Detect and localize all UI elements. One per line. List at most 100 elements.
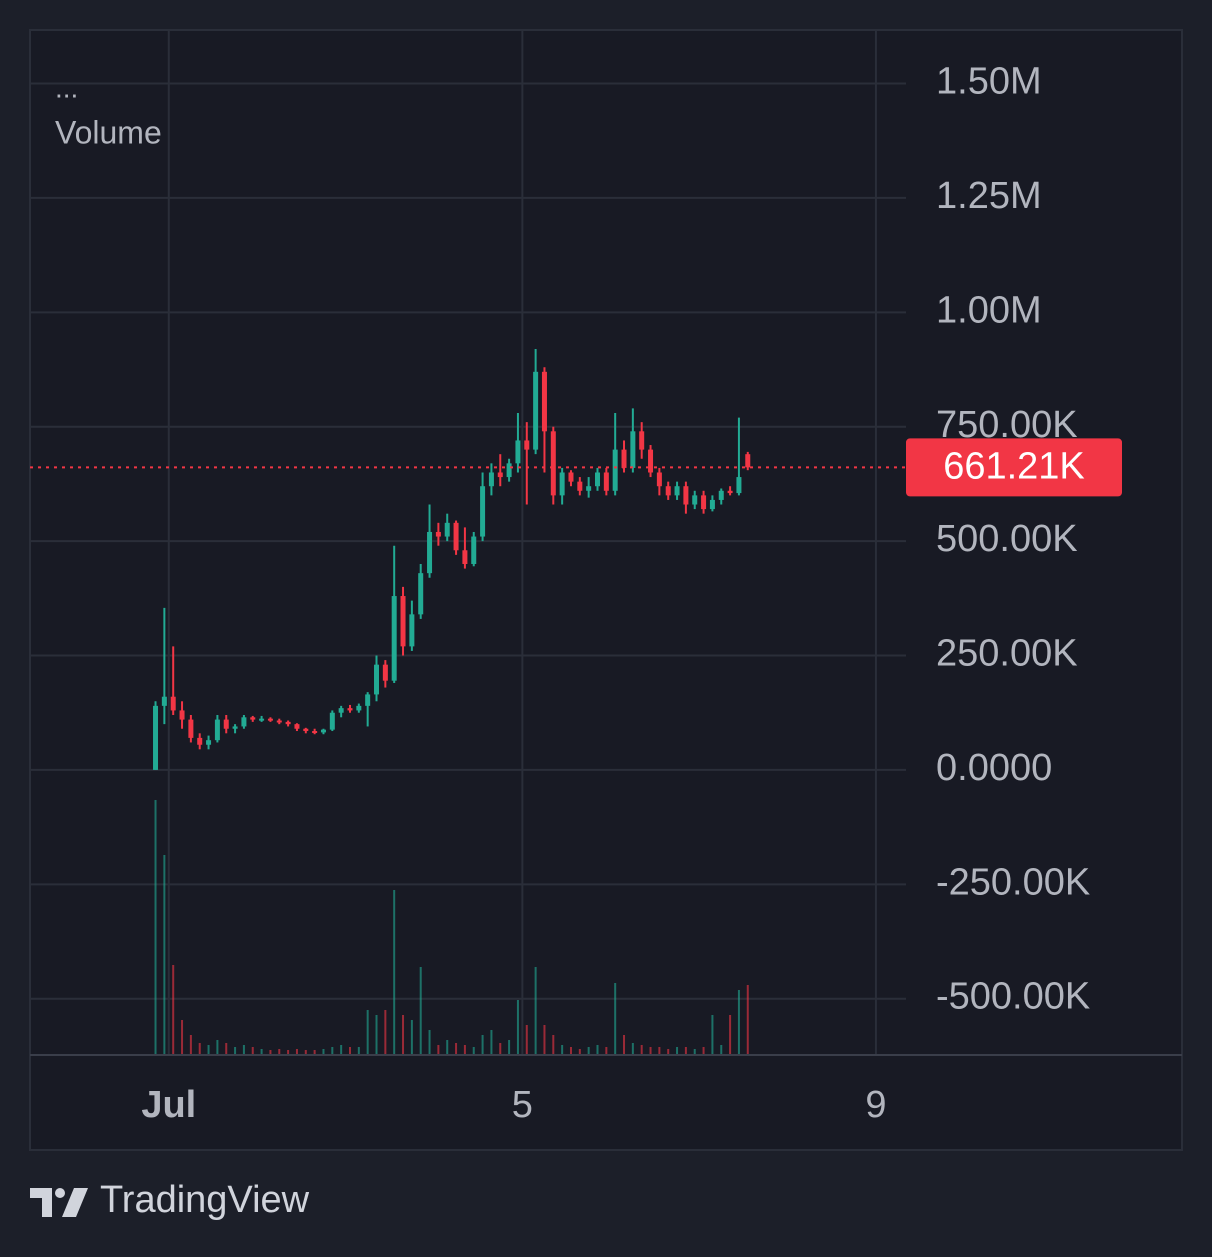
volume-bar: [676, 1047, 679, 1055]
x-tick-label: 5: [512, 1084, 533, 1126]
overlay: 1.50M1.25M1.00M750.00K500.00K250.00K0.00…: [30, 61, 1122, 1126]
candle-body: [161, 696, 167, 706]
volume-bar: [393, 890, 396, 1055]
volume-bar: [596, 1045, 599, 1055]
candle-body: [462, 550, 468, 565]
candle-body: [709, 499, 715, 510]
volume-bar: [702, 1047, 705, 1055]
volume-bar: [348, 1047, 351, 1055]
candle-body: [639, 431, 645, 450]
candle-body: [223, 719, 229, 729]
volume-bar: [295, 1049, 298, 1055]
candle-body: [267, 718, 273, 721]
volume-bar: [711, 1015, 714, 1055]
volume-bar: [198, 1043, 201, 1055]
volume-bar: [463, 1045, 466, 1055]
volume-bar: [234, 1047, 237, 1055]
y-tick-label: 0.0000: [936, 747, 1052, 789]
candle-body: [594, 472, 600, 487]
candle-body: [648, 449, 654, 473]
y-tick-label: 1.00M: [936, 289, 1042, 331]
candle-body: [435, 531, 441, 537]
brand-logo[interactable]: [30, 1188, 88, 1217]
candle-body: [294, 724, 300, 729]
candle-body: [285, 721, 291, 725]
volume-bar: [340, 1045, 343, 1055]
volume-bar: [278, 1049, 281, 1055]
volume-bar: [508, 1040, 511, 1055]
candle-body: [665, 486, 671, 496]
volume-bar: [384, 1010, 387, 1055]
volume-bar: [446, 1040, 449, 1055]
candle-body: [683, 486, 689, 505]
volume-bar: [366, 1010, 369, 1055]
volume-bar: [578, 1049, 581, 1055]
candle-body: [179, 710, 185, 720]
candle-body: [524, 440, 530, 450]
candle-body: [727, 490, 733, 494]
candle-body: [400, 596, 406, 647]
candle-body: [488, 472, 494, 487]
volume-bar: [269, 1050, 272, 1055]
last-price-badge: [906, 438, 1122, 497]
chart-frame: [29, 29, 1183, 1151]
volume-bar: [614, 983, 617, 1055]
candle-body: [232, 726, 238, 729]
volume-bar: [543, 1025, 546, 1055]
volume-bar: [481, 1035, 484, 1055]
volume-bar: [216, 1040, 219, 1055]
candle-body: [471, 536, 477, 565]
x-tick-label: Jul: [141, 1084, 196, 1126]
candle-body: [427, 531, 433, 574]
volume-bar: [684, 1047, 687, 1055]
volume-bar: [587, 1047, 590, 1055]
volume-bar: [304, 1050, 307, 1055]
brand-name[interactable]: TradingView: [100, 1179, 310, 1221]
y-tick-label: 250.00K: [936, 633, 1078, 675]
volume-bar: [181, 1020, 184, 1055]
candle-body: [276, 720, 282, 723]
volume-bar: [499, 1043, 502, 1055]
candle-body: [701, 495, 707, 510]
candle-body: [329, 712, 335, 730]
candle-body: [259, 718, 265, 721]
candle-body: [188, 719, 194, 738]
candle-body: [444, 522, 450, 537]
volume-bar: [667, 1049, 670, 1055]
volume-bar: [172, 965, 175, 1055]
volume-bar: [472, 1047, 475, 1055]
candle-body: [550, 431, 556, 496]
candle-body: [718, 490, 724, 500]
volume-bar: [569, 1047, 572, 1055]
volume-bar: [410, 1020, 413, 1055]
x-tick-label: 9: [865, 1084, 886, 1126]
y-tick-label: 500.00K: [936, 518, 1078, 560]
candle-body: [603, 472, 609, 491]
candle-body: [586, 486, 592, 491]
volume-bar: [260, 1049, 263, 1055]
candle-body: [241, 717, 247, 727]
volume-bar: [313, 1050, 316, 1055]
volume-bar: [561, 1045, 564, 1055]
logo-part: [55, 1188, 65, 1198]
grid: [30, 30, 906, 1055]
candle-body: [612, 449, 618, 491]
y-tick-label: -500.00K: [936, 976, 1090, 1018]
volume-bar: [331, 1047, 334, 1055]
volume-bar: [163, 855, 166, 1055]
candle-body: [745, 454, 751, 468]
candle-body: [214, 719, 220, 741]
volume-bar: [640, 1045, 643, 1055]
candle-body: [365, 694, 371, 706]
logo-part: [62, 1188, 88, 1217]
y-tick-label: 1.50M: [936, 61, 1042, 103]
volume-bar: [402, 1015, 405, 1055]
legend-menu[interactable]: ...: [55, 72, 78, 103]
volume-bar: [322, 1049, 325, 1055]
volume-bar: [419, 967, 422, 1055]
candle-body: [577, 481, 583, 491]
volume-bar: [720, 1045, 723, 1055]
candle-body: [736, 477, 742, 494]
candle-body: [674, 486, 680, 496]
